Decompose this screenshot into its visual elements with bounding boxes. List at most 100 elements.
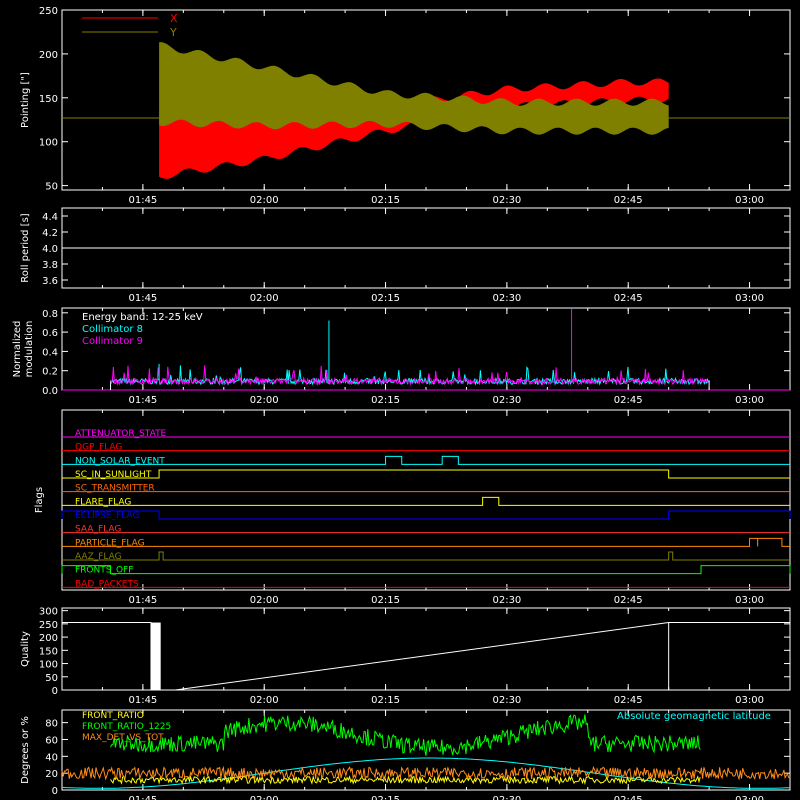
collimator-9-trace (110, 365, 709, 386)
x-tick-label: 02:45 (614, 395, 643, 406)
series-y-band (159, 42, 669, 135)
legend-label-x: X (170, 12, 178, 25)
x-tick-label: 02:15 (371, 795, 400, 800)
flag-label-eclipse-flag: ECLIPSE_FLAG (75, 511, 139, 521)
x-tick-label: 02:30 (492, 595, 521, 606)
y-tick-label: 0 (52, 786, 58, 797)
y-tick-label: 250 (39, 620, 58, 631)
legend-label-collimator-9: Collimator 9 (82, 336, 143, 347)
x-tick-label: 02:45 (614, 595, 643, 606)
x-tick-label: 02:45 (614, 293, 643, 304)
y-tick-label: 4.4 (42, 212, 58, 223)
y-axis-label: Pointing ["] (20, 72, 31, 128)
x-tick-label: 02:15 (371, 395, 400, 406)
y-tick-label: 100 (39, 138, 58, 149)
x-tick-label: 02:30 (492, 795, 521, 800)
x-tick-label: 02:00 (250, 695, 279, 706)
x-tick-label: 02:00 (250, 195, 279, 206)
x-tick-label: 03:00 (735, 195, 764, 206)
x-tick-label: 02:45 (614, 195, 643, 206)
flag-label-flare-flag: FLARE_FLAG (75, 497, 131, 507)
y-tick-label: 0.8 (42, 309, 58, 320)
flag-label-saa-flag: SAA_FLAG (75, 525, 121, 535)
y-tick-label: 100 (39, 660, 58, 671)
x-tick-label: 03:00 (735, 293, 764, 304)
y-tick-label: 20 (45, 769, 58, 780)
x-tick-label: 02:45 (614, 795, 643, 800)
y-tick-label: 50 (45, 673, 58, 684)
plot-frame (61, 607, 791, 691)
y-axis-label: Flags (34, 487, 45, 513)
y-tick-label: 0 (52, 686, 58, 697)
series-front-ratio (110, 775, 701, 786)
y-tick-label: 3.8 (42, 260, 58, 271)
panel-ratios: 01:45 02:00 02:15 02:30 02:45 03:00 0 20 40 60 80 D… (20, 709, 791, 800)
x-tick-label: 03:00 (735, 595, 764, 606)
x-tick-label: 02:00 (250, 395, 279, 406)
y-tick-label: 300 (39, 607, 58, 618)
y-tick-label: 150 (39, 646, 58, 657)
y-axis-label: Quality (20, 631, 31, 667)
x-tick-label: 02:30 (492, 195, 521, 206)
x-tick-label: 01:45 (128, 293, 157, 304)
flag-line-non-solar-event (62, 455, 790, 465)
y-axis-label: Degrees or % (20, 716, 31, 784)
x-tick-label: 02:15 (371, 695, 400, 706)
x-tick-label: 01:45 (128, 695, 157, 706)
x-tick-label: 02:30 (492, 695, 521, 706)
flag-label-fronts-off: FRONTS_OFF (75, 566, 133, 576)
panel-quality: 01:45 02:00 02:15 02:30 02:45 03:00 0 50 100 150 2… (20, 607, 791, 706)
x-tick-label: 02:45 (614, 695, 643, 706)
y-tick-label: 200 (39, 50, 58, 61)
legend-label-geomagnetic-latitude: Absolute geomagnetic latitude (617, 711, 771, 722)
x-tick-label: 01:45 (128, 395, 157, 406)
panel-flags: 01:45 02:00 02:15 02:30 02:45 03:00 Flags ATTEN… (34, 409, 791, 606)
flag-label-particle-flag: PARTICLE_FLAG (75, 538, 145, 548)
x-tick-label: 02:15 (371, 595, 400, 606)
x-tick-label: 03:00 (735, 395, 764, 406)
y-tick-label: 40 (45, 752, 58, 763)
x-tick-label: 02:00 (250, 595, 279, 606)
x-tick-label: 01:45 (128, 795, 157, 800)
quality-drop-block (150, 622, 161, 690)
y-tick-label: 0.4 (42, 347, 58, 358)
legend-label-front-ratio: FRONT_RATIO (82, 711, 144, 721)
y-tick-label: 3.6 (42, 276, 58, 287)
x-tick-label: 02:15 (371, 195, 400, 206)
flag-label-qgp-flag: QGP_FLAG (75, 443, 122, 453)
flag-line-fronts-off (61, 565, 791, 575)
y-axis-label: modulation (24, 321, 35, 378)
y-axis-label: Normalized (12, 321, 23, 378)
legend-label-collimator-8: Collimator 8 (82, 324, 143, 335)
y-tick-label: 50 (45, 182, 58, 193)
y-tick-label: 4.2 (42, 228, 58, 239)
legend-label-max-det-vs-tot: MAX_DET_VS_TOT (82, 733, 164, 743)
x-tick-label: 02:15 (371, 293, 400, 304)
x-tick-label: 03:00 (735, 795, 764, 800)
flag-label-bad-packets: BAD_PACKETS (75, 579, 139, 589)
flag-line-particle-flag (62, 537, 790, 547)
flag-label-non-solar-event: NON_SOLAR_EVENT (75, 456, 165, 466)
y-tick-label: 60 (45, 735, 58, 746)
panel-pointing: 01:45 02:00 02:15 02:30 02:45 03:00 50 100 150 20… (20, 6, 791, 206)
flag-label-sc-transmitter: SC_TRANSMITTER (75, 484, 155, 494)
y-tick-label: 4.0 (42, 244, 58, 255)
series-max-det-vs-tot (61, 765, 790, 781)
y-tick-label: 0.2 (42, 367, 58, 378)
panel-roll-period: 01:45 02:00 02:15 02:30 02:45 03:00 3.6 3.8 4.0 4… (20, 207, 791, 304)
y-tick-label: 80 (45, 719, 58, 730)
x-tick-label: 02:30 (492, 293, 521, 304)
y-tick-label: 0.0 (42, 386, 58, 397)
flag-label-aaz-flag: AAZ_FLAG (75, 552, 122, 562)
panel-modulation: 01:45 02:00 02:15 02:30 02:45 03:00 0.0 0.2 0.4 0… (12, 307, 791, 406)
x-tick-label: 01:45 (128, 195, 157, 206)
x-tick-label: 02:00 (250, 795, 279, 800)
flag-line-eclipse-flag (61, 510, 791, 520)
x-tick-label: 03:00 (735, 695, 764, 706)
legend-label-y: Y (169, 26, 177, 39)
geomagnetic-latitude-line (61, 757, 791, 789)
x-tick-label: 02:00 (250, 293, 279, 304)
y-tick-label: 0.6 (42, 328, 58, 339)
flag-line-flare-flag (62, 496, 790, 506)
